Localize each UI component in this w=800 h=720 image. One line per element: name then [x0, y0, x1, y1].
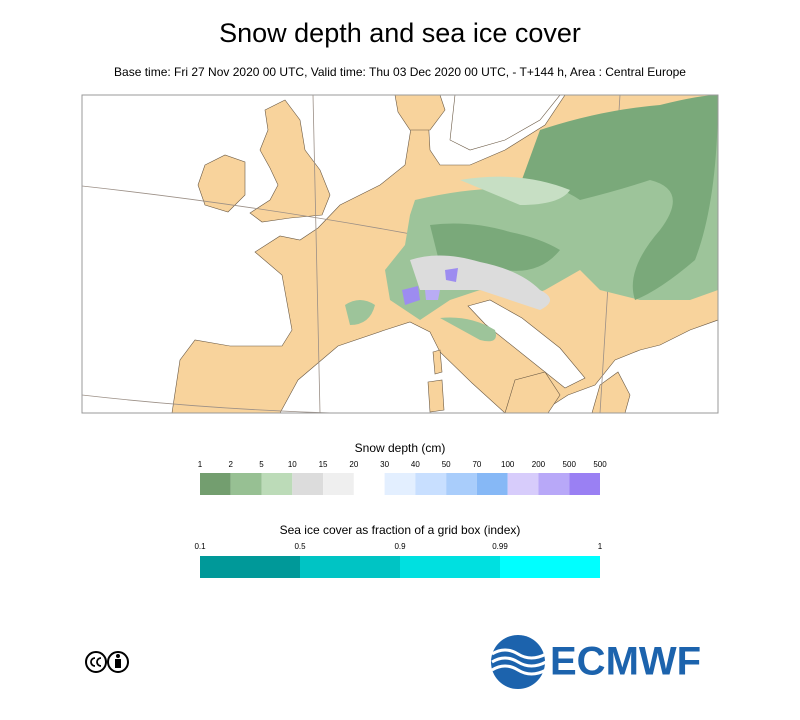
adriatic	[467, 299, 586, 389]
legend-label: 200	[532, 460, 546, 469]
baltic	[449, 95, 561, 151]
legend-swatch	[569, 473, 600, 495]
cc-icon	[85, 651, 129, 673]
legend-label: 2	[229, 460, 234, 469]
legend-label: 100	[501, 460, 515, 469]
graticule	[82, 95, 621, 413]
great-britain	[249, 99, 331, 223]
ice-legend-title: Sea ice cover as fraction of a grid box …	[280, 523, 521, 537]
legend-swatch	[353, 473, 385, 495]
legend-swatch	[384, 473, 416, 495]
legend-label: 1	[598, 542, 603, 551]
legend-swatch	[323, 473, 354, 495]
logo-text: ECMWF	[550, 640, 701, 684]
legend-label: 500	[593, 460, 607, 469]
legend-label: 0.5	[294, 542, 306, 551]
greece	[591, 371, 631, 413]
map-frame	[81, 94, 719, 414]
legend-swatch	[400, 556, 500, 578]
legend-label: 15	[319, 460, 328, 469]
ecmwf-logo: ECMWF	[491, 635, 701, 689]
legend-swatch	[476, 473, 508, 495]
legend-label: 1	[198, 460, 203, 469]
legend-label: 40	[411, 460, 420, 469]
legend-swatch	[300, 556, 400, 578]
subtitle: Base time: Fri 27 Nov 2020 00 UTC, Valid…	[114, 65, 686, 79]
title: Snow depth and sea ice cover	[219, 18, 581, 48]
legend-label: 0.99	[492, 542, 508, 551]
legend-label: 70	[472, 460, 481, 469]
ireland	[197, 154, 246, 213]
legend-label: 20	[349, 460, 358, 469]
snow-cover	[345, 95, 718, 342]
mediterranean	[279, 321, 506, 413]
sardinia	[427, 379, 445, 413]
legend-swatch	[538, 473, 570, 495]
legend-swatch	[446, 473, 477, 495]
legend-swatch	[507, 473, 539, 495]
legend-label: 50	[442, 460, 451, 469]
legend-swatch	[500, 556, 600, 578]
legend-label: 5	[259, 460, 264, 469]
legend-swatch	[200, 556, 300, 578]
legend-swatch	[292, 473, 324, 495]
legend-swatch	[200, 473, 231, 495]
snow-legend-title: Snow depth (cm)	[355, 441, 446, 455]
italy-south	[504, 371, 561, 413]
legends: 1 2 5 10 15 20 30 40 50 70 100 200 500 500 0.1 0.5 0.9 0.…	[194, 460, 607, 578]
legend-label: 10	[288, 460, 297, 469]
legend-swatch	[415, 473, 447, 495]
legend-swatch	[261, 473, 293, 495]
legend-label: 30	[380, 460, 389, 469]
legend-label: 500	[563, 460, 577, 469]
legend-swatch	[230, 473, 262, 495]
map	[81, 94, 719, 414]
legend-label: 0.9	[394, 542, 406, 551]
scandinavia	[394, 95, 446, 131]
ionian-aegean	[539, 319, 718, 413]
legend-label: 0.1	[194, 542, 206, 551]
corsica	[432, 349, 443, 375]
